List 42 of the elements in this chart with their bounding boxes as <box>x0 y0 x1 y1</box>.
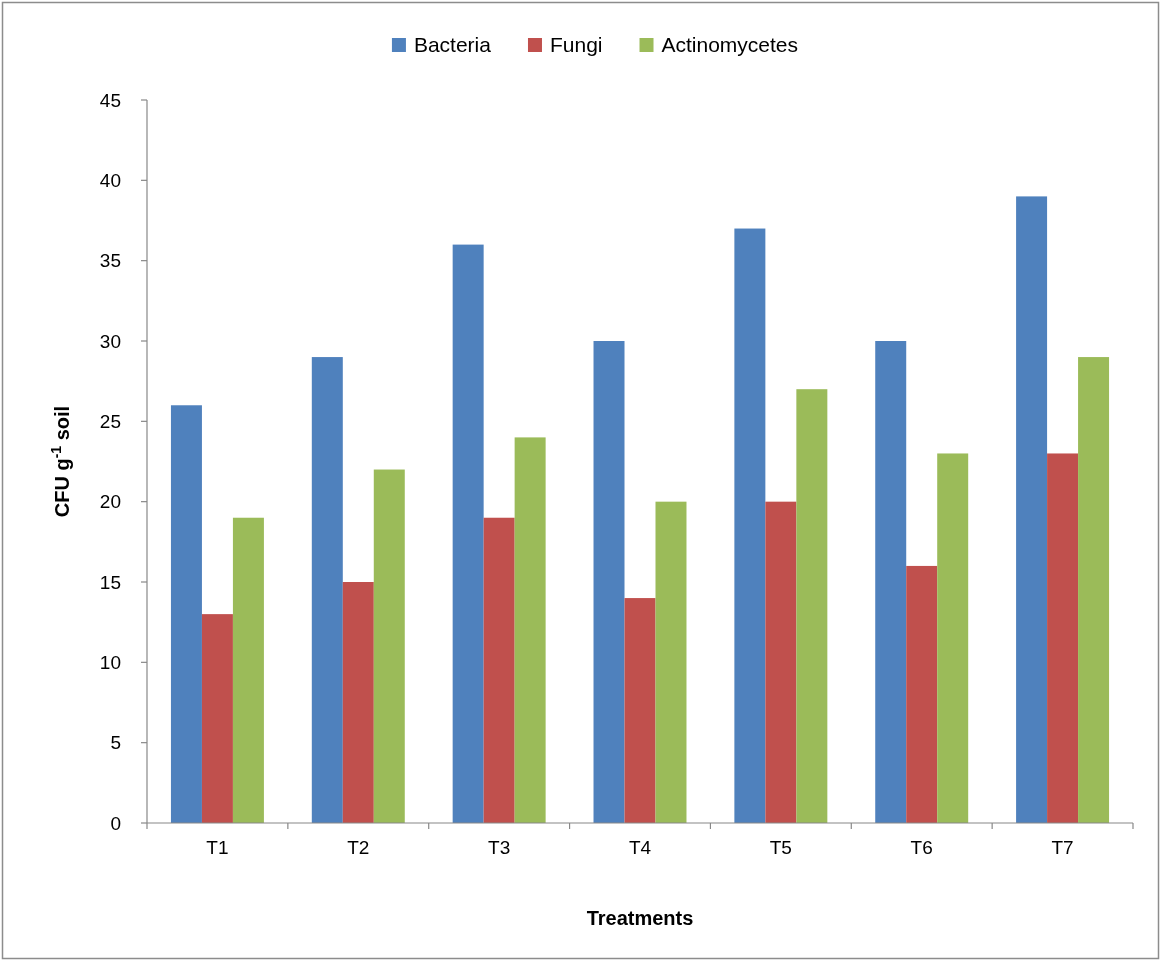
bar <box>232 517 264 823</box>
x-tick-label: T7 <box>1051 836 1074 858</box>
bar <box>796 389 828 823</box>
x-tick-label: T3 <box>488 836 511 858</box>
bar <box>170 405 202 823</box>
y-tick-label: 5 <box>110 732 121 754</box>
legend-label: Actinomycetes <box>661 33 799 57</box>
bar <box>342 582 374 823</box>
legend-label: Fungi <box>549 33 603 57</box>
bar <box>593 341 625 823</box>
legend-label: Bacteria <box>413 33 492 57</box>
y-tick-label: 35 <box>99 250 121 272</box>
y-tick-label: 30 <box>99 330 121 352</box>
bar <box>373 469 405 823</box>
bar <box>906 565 938 823</box>
y-tick-label: 40 <box>99 169 121 191</box>
bar <box>452 244 484 823</box>
x-axis-title: Treatments <box>586 907 694 929</box>
bar <box>937 453 969 823</box>
y-tick-label: 25 <box>99 410 121 432</box>
bar <box>875 341 907 823</box>
bar <box>734 228 766 823</box>
x-tick-label: T2 <box>347 836 370 858</box>
bar <box>1078 357 1110 823</box>
y-tick-label: 0 <box>110 812 121 834</box>
bar <box>1016 196 1048 823</box>
bar <box>201 614 233 823</box>
bar <box>624 598 656 823</box>
bar <box>765 501 797 823</box>
bar <box>483 517 515 823</box>
x-tick-label: T4 <box>628 836 652 858</box>
x-tick-label: T5 <box>769 836 792 858</box>
bar <box>655 501 687 823</box>
y-tick-label: 15 <box>99 571 121 593</box>
x-tick-label: T6 <box>910 836 933 858</box>
y-tick-label: 20 <box>99 491 121 513</box>
y-tick-label: 10 <box>99 651 121 673</box>
bar <box>1047 453 1079 823</box>
x-tick-label: T1 <box>206 836 229 858</box>
bar <box>311 357 343 823</box>
bar <box>514 437 546 823</box>
y-tick-label: 45 <box>99 89 121 111</box>
